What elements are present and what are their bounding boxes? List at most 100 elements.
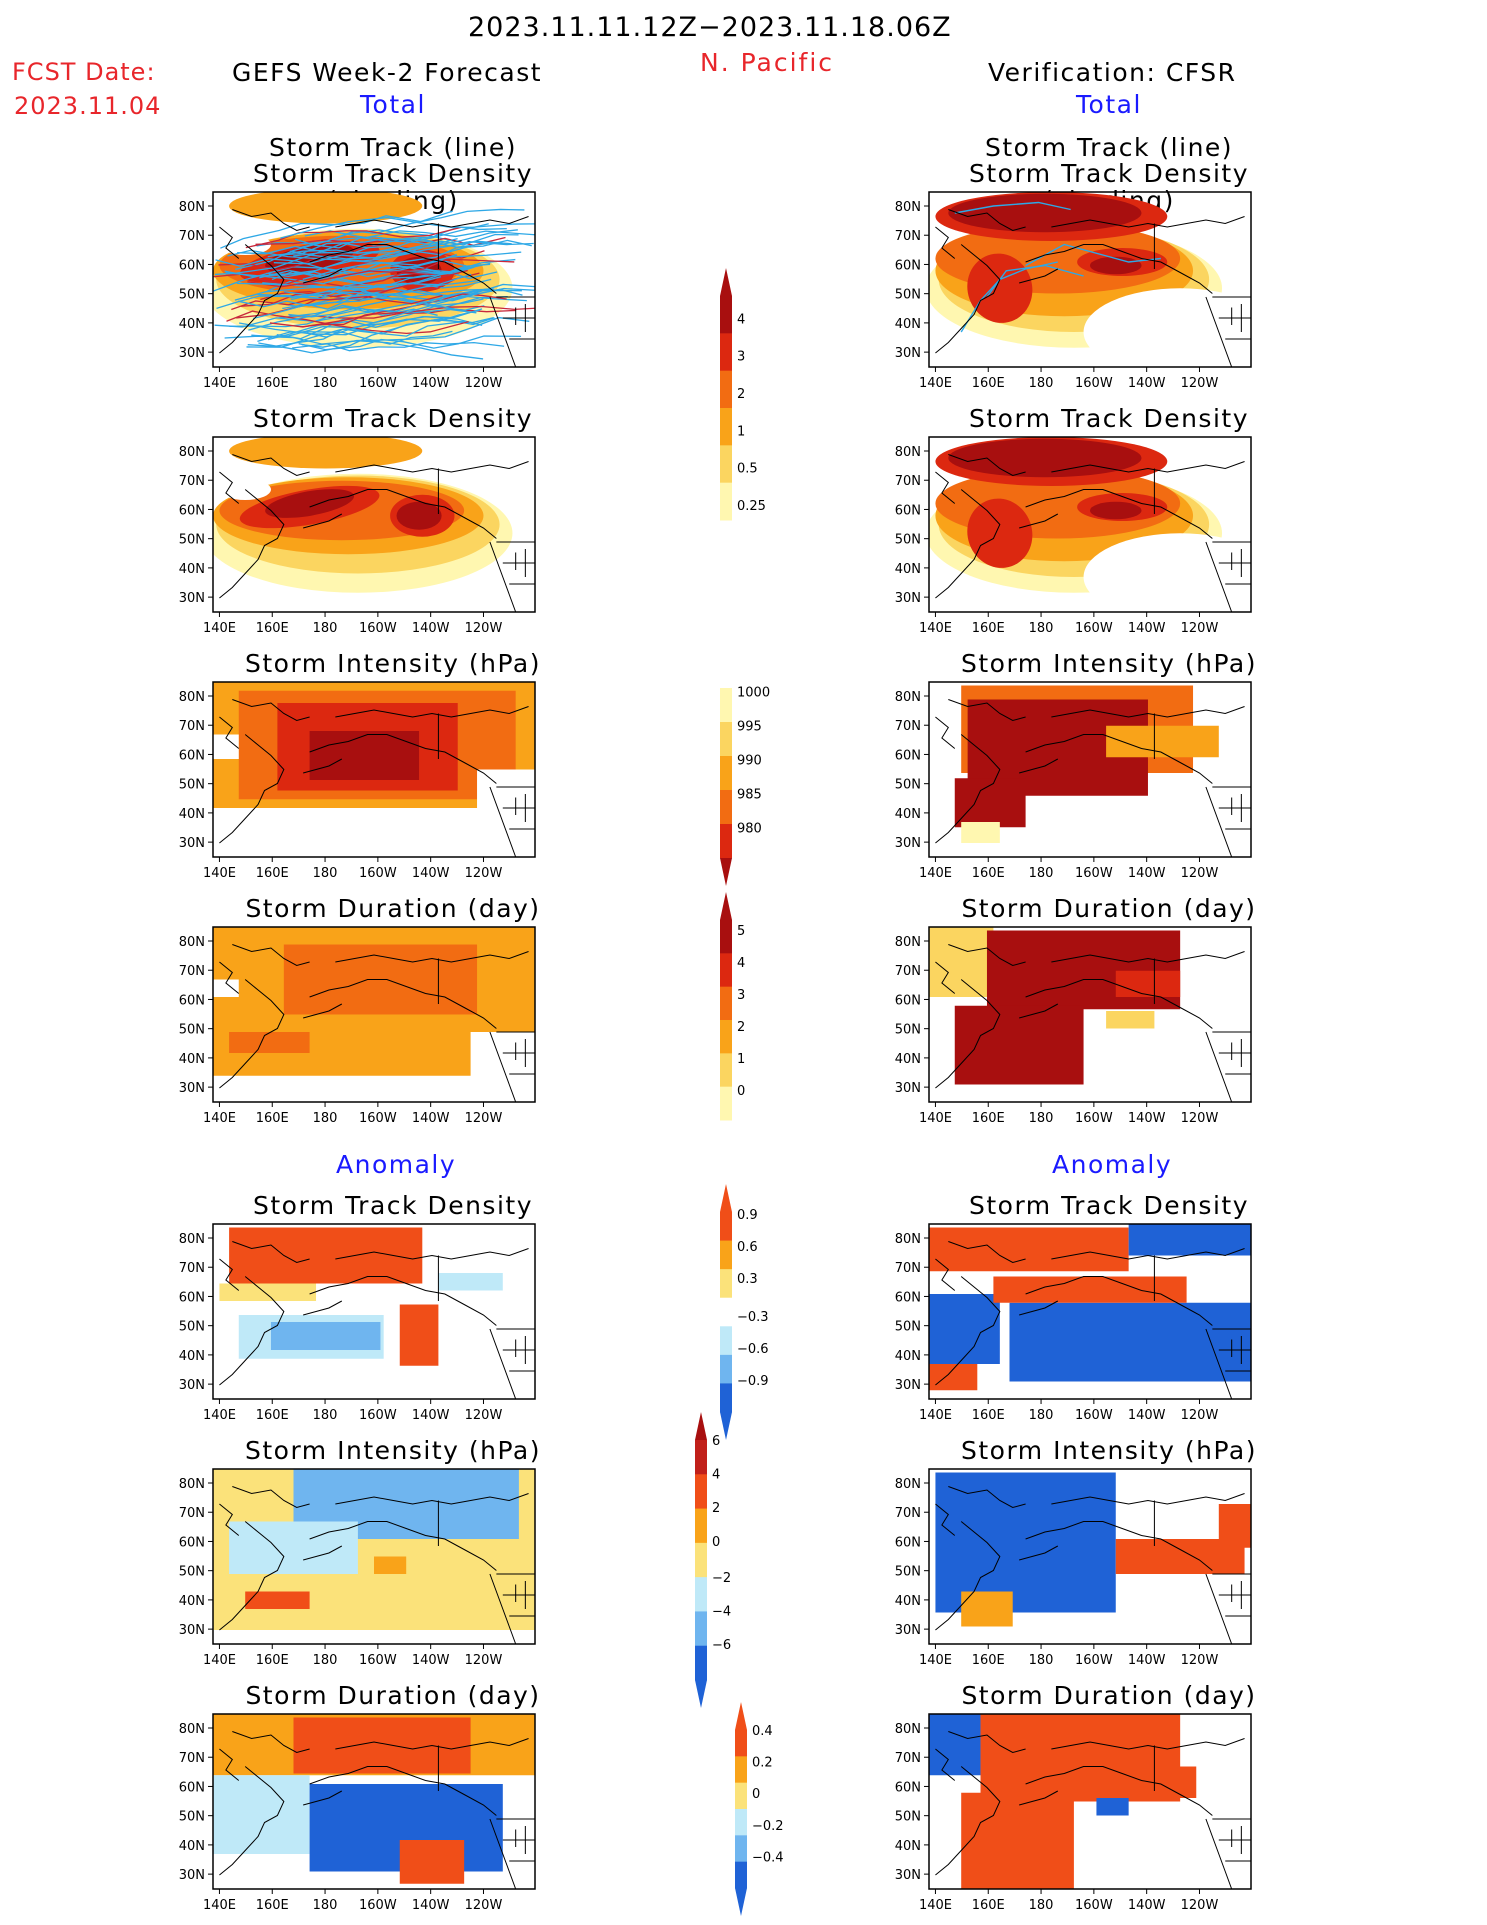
- map-track-line-right: 80N 70N 60N 50N 40N 30N 140E 160E 180 160W 140W 120…: [876, 184, 1271, 395]
- colorbar-label: 3: [737, 350, 745, 365]
- lat-label: 60N: [895, 1535, 921, 1550]
- title-density-right: Storm Track Density: [968, 404, 1249, 433]
- lon-label: 120W: [465, 1653, 503, 1668]
- map-anom-duration-right: 80N 70N 60N 50N 40N 30N 140E 160E 180 160W 140W 120…: [876, 1706, 1271, 1917]
- map-density-right: 80N 70N 60N 50N 40N 30N 140E 160E 180 160W 140W 120…: [876, 429, 1271, 640]
- title-intensity-left: Storm Intensity (hPa): [245, 649, 541, 678]
- lon-label: 120W: [1181, 1898, 1219, 1913]
- colorbar-label: 6: [712, 1434, 720, 1449]
- colorbar-label: 2: [712, 1501, 720, 1516]
- lon-label: 160W: [1075, 1408, 1113, 1423]
- lat-label: 70N: [895, 474, 921, 489]
- title-anom-intensity-right: Storm Intensity (hPa): [961, 1436, 1257, 1465]
- colorbar-label: 2: [737, 387, 745, 402]
- lat-label: 70N: [895, 1261, 921, 1276]
- map-anom-intensity-right: 80N 70N 60N 50N 40N 30N 140E 160E 180 160W 140W 120…: [876, 1461, 1271, 1672]
- lon-label: 140W: [412, 621, 450, 636]
- colorbar-density-total: 4 3 2 1 0.5 0.25: [706, 266, 796, 554]
- lon-label: 140E: [919, 1111, 952, 1126]
- lon-label: 160E: [256, 621, 289, 636]
- lon-label: 160E: [972, 621, 1005, 636]
- lon-label: 120W: [465, 376, 503, 391]
- lon-label: 160W: [1075, 1898, 1113, 1913]
- lon-label: 160E: [256, 376, 289, 391]
- colorbar-label: −6: [712, 1638, 731, 1653]
- lon-label: 180: [313, 1653, 338, 1668]
- lon-label: 140W: [1128, 866, 1166, 881]
- lat-label: 70N: [179, 229, 205, 244]
- lon-label: 140E: [203, 621, 236, 636]
- lon-label: 160W: [359, 1408, 397, 1423]
- lat-label: 40N: [179, 562, 205, 577]
- map-intensity-left: 80N 70N 60N 50N 40N 30N 140E 160E 180 160W 140W 120…: [160, 674, 555, 885]
- lat-label: 70N: [179, 474, 205, 489]
- total-label-right: Total: [1076, 90, 1142, 119]
- lat-label: 40N: [179, 807, 205, 822]
- lon-label: 180: [313, 1408, 338, 1423]
- colorbar-intensity-total: 1000 995 990 985 980: [706, 658, 796, 892]
- lon-label: 160W: [1075, 866, 1113, 881]
- title-anom-duration-right: Storm Duration (day): [961, 1681, 1257, 1710]
- lat-label: 50N: [179, 778, 205, 793]
- colorbar-label: 4: [737, 312, 745, 327]
- lon-label: 120W: [465, 1408, 503, 1423]
- lon-label: 140E: [203, 1653, 236, 1668]
- lon-label: 140W: [1128, 1408, 1166, 1423]
- lat-label: 60N: [179, 1290, 205, 1305]
- lon-label: 120W: [465, 866, 503, 881]
- lon-label: 160E: [972, 1653, 1005, 1668]
- title-anom-duration-left: Storm Duration (day): [245, 1681, 541, 1710]
- lon-label: 140W: [1128, 1653, 1166, 1668]
- lat-label: 70N: [895, 229, 921, 244]
- colorbar-label: −4: [712, 1604, 731, 1619]
- lon-label: 180: [313, 1898, 338, 1913]
- title-density-left: Storm Track Density: [252, 404, 533, 433]
- lat-label: 70N: [179, 1506, 205, 1521]
- lon-label: 140E: [203, 376, 236, 391]
- lat-label: 40N: [179, 1349, 205, 1364]
- colorbar-label: 0: [737, 1084, 745, 1099]
- lon-label: 180: [313, 866, 338, 881]
- lat-label: 80N: [179, 1232, 205, 1247]
- lon-label: 140E: [203, 1408, 236, 1423]
- lon-label: 180: [1029, 1111, 1054, 1126]
- lon-label: 160W: [1075, 621, 1113, 636]
- lat-label: 50N: [179, 1320, 205, 1335]
- lat-label: 80N: [895, 1477, 921, 1492]
- lat-label: 60N: [179, 993, 205, 1008]
- lat-label: 60N: [895, 748, 921, 763]
- colorbar-label: 0.3: [737, 1272, 758, 1287]
- lat-label: 50N: [179, 533, 205, 548]
- lon-label: 140E: [919, 376, 952, 391]
- lon-label: 140W: [412, 1111, 450, 1126]
- anomaly-label-right: Anomaly: [1052, 1150, 1173, 1179]
- lat-label: 50N: [895, 533, 921, 548]
- left-column-title: GEFS Week-2 Forecast: [232, 58, 543, 87]
- lat-label: 30N: [895, 591, 921, 606]
- lat-label: 40N: [895, 807, 921, 822]
- lat-label: 80N: [179, 935, 205, 950]
- lon-label: 140W: [1128, 376, 1166, 391]
- lat-label: 30N: [895, 346, 921, 361]
- lat-label: 40N: [895, 1052, 921, 1067]
- map-intensity-right: 80N 70N 60N 50N 40N 30N 140E 160E 180 160W 140W 120…: [876, 674, 1271, 885]
- lon-label: 140W: [412, 376, 450, 391]
- lat-label: 80N: [895, 445, 921, 460]
- title-duration-right: Storm Duration (day): [961, 894, 1257, 923]
- colorbar-label: 4: [737, 956, 745, 971]
- map-anom-intensity-left: 80N 70N 60N 50N 40N 30N 140E 160E 180 160W 140W 120…: [160, 1461, 555, 1672]
- lon-label: 140E: [919, 1898, 952, 1913]
- colorbar-label: 3: [737, 988, 745, 1003]
- lat-label: 60N: [895, 1780, 921, 1795]
- lon-label: 120W: [1181, 1408, 1219, 1423]
- lat-label: 30N: [895, 1081, 921, 1096]
- lat-label: 80N: [895, 1722, 921, 1737]
- colorbar-label: −0.4: [752, 1850, 784, 1865]
- colorbar-label: 0.25: [737, 499, 766, 514]
- colorbar-label: 0.6: [737, 1240, 758, 1255]
- lat-label: 30N: [895, 1623, 921, 1638]
- colorbar-label: 0.2: [752, 1756, 773, 1771]
- lat-label: 60N: [179, 258, 205, 273]
- colorbar-label: 0.5: [737, 462, 758, 477]
- lon-label: 160W: [359, 376, 397, 391]
